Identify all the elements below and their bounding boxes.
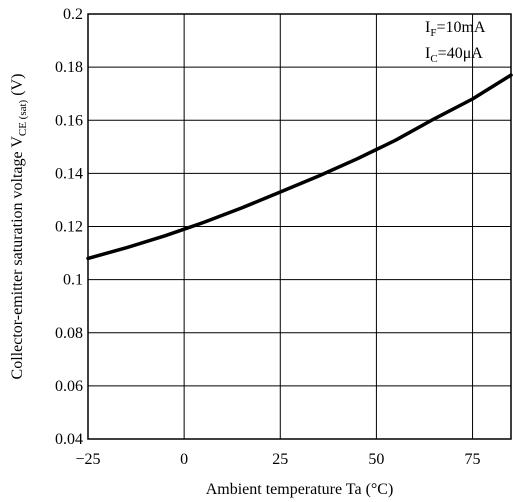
grid bbox=[88, 14, 511, 439]
y-axis-title-unit: (V) bbox=[9, 74, 26, 100]
x-axis-title: Ambient temperature Ta (°C) bbox=[206, 481, 394, 498]
data-point bbox=[183, 228, 185, 230]
y-axis-title: Collector-emitter saturation voltage VCE… bbox=[9, 74, 29, 380]
y-tick-label: 0.2 bbox=[63, 6, 83, 23]
data-point bbox=[125, 246, 128, 249]
data-point bbox=[356, 157, 358, 160]
y-tick-label: 0.18 bbox=[55, 59, 83, 76]
y-tick-label: 0.12 bbox=[55, 219, 83, 236]
series-line bbox=[86, 73, 513, 261]
y-tick-label: 0.08 bbox=[55, 325, 83, 342]
data-point bbox=[433, 118, 435, 120]
y-tick-label: 0.16 bbox=[55, 112, 83, 129]
x-tick-label: 0 bbox=[180, 451, 188, 468]
x-tick-label: 50 bbox=[368, 451, 384, 468]
y-tick-label: 0.1 bbox=[63, 272, 83, 289]
y-tick-label: 0.06 bbox=[55, 378, 83, 395]
y-axis-title-subscript: CE (sat) bbox=[17, 99, 29, 136]
plot-frame bbox=[87, 13, 512, 440]
condition-label: IF=10mA bbox=[425, 19, 486, 39]
x-tick-label: 75 bbox=[465, 451, 481, 468]
data-series bbox=[86, 73, 513, 261]
y-tick-label: 0.14 bbox=[55, 165, 83, 182]
x-axis-ticks: −25 0 25 50 75 bbox=[75, 451, 480, 468]
data-point bbox=[317, 175, 320, 177]
data-point bbox=[375, 148, 378, 151]
y-axis-ticks: 0.04 0.06 0.08 0.1 0.12 0.14 0.16 0.18 0.2 bbox=[55, 6, 83, 448]
data-point bbox=[471, 98, 474, 100]
y-tick-label: 0.04 bbox=[55, 431, 83, 448]
x-tick-label: −25 bbox=[75, 451, 100, 468]
data-point bbox=[164, 234, 166, 237]
legend-annotation: IF=10mA IC=40μA bbox=[425, 19, 486, 65]
condition-label: IC=40μA bbox=[425, 45, 483, 65]
data-point bbox=[202, 221, 205, 224]
x-tick-label: 25 bbox=[272, 451, 288, 468]
y-axis-title-main: Collector-emitter saturation voltage V bbox=[9, 136, 26, 380]
data-point bbox=[241, 207, 243, 209]
data-point bbox=[279, 191, 282, 193]
data-point bbox=[394, 139, 397, 141]
